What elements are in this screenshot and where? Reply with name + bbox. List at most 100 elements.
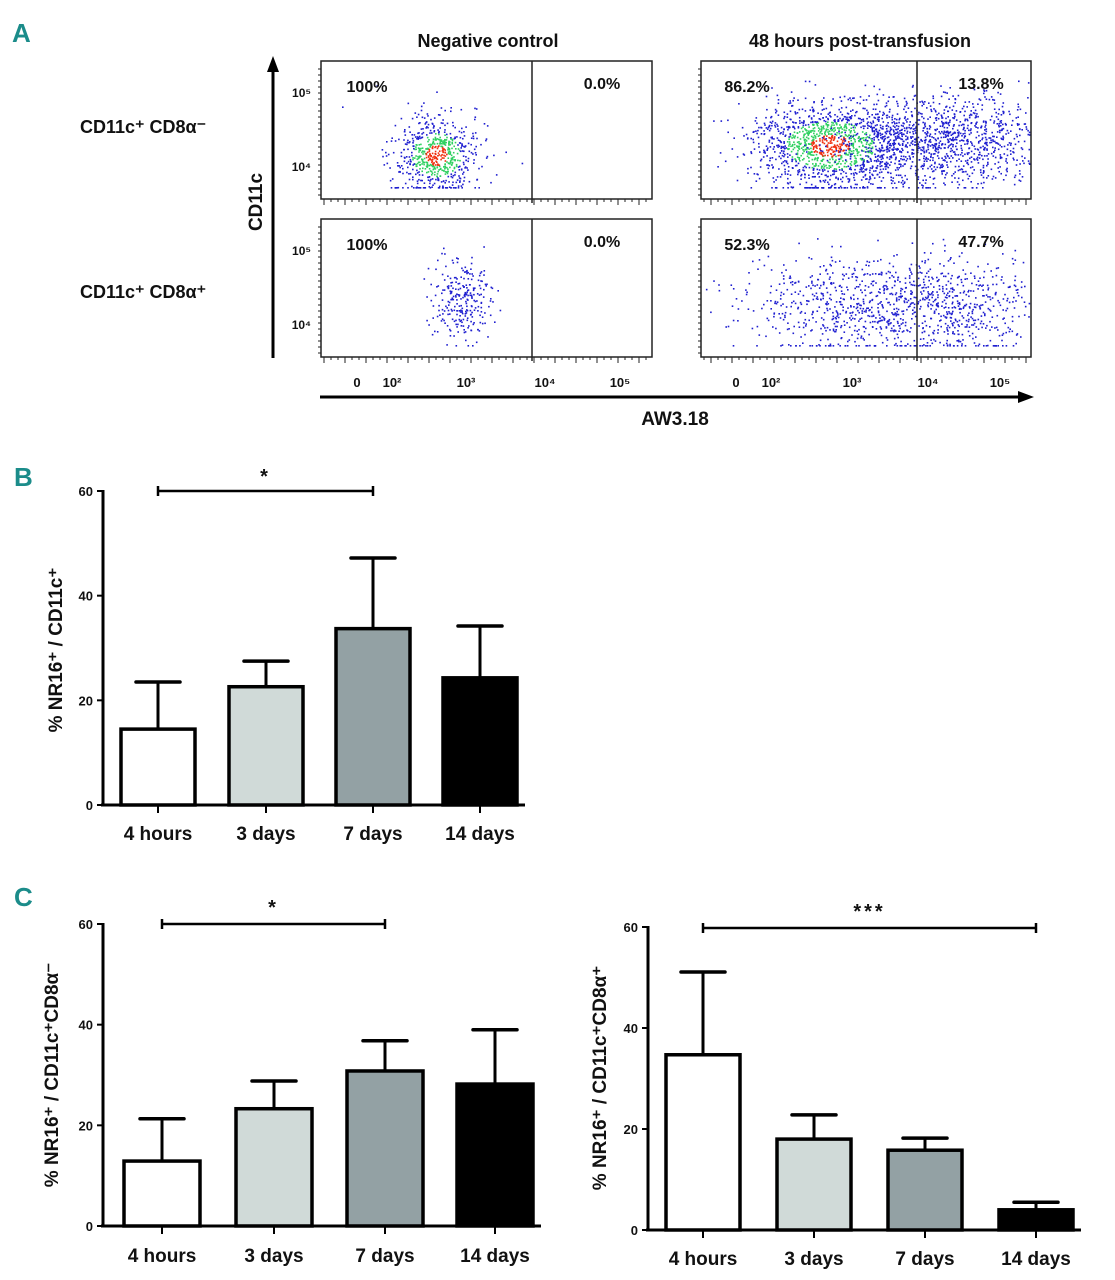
event-dot: [804, 138, 807, 141]
event-dot: [457, 159, 459, 162]
event-dot: [421, 116, 424, 119]
event-dot: [732, 319, 735, 322]
event-dot: [1024, 123, 1027, 125]
event-dot: [991, 326, 993, 328]
event-dot: [807, 143, 810, 145]
event-dot: [443, 165, 446, 168]
event-dot: [398, 170, 401, 173]
event-dot: [954, 307, 957, 309]
event-dot: [452, 298, 455, 301]
event-dot: [837, 119, 840, 121]
event-dot: [976, 131, 979, 133]
event-dot: [881, 133, 884, 136]
event-dot: [937, 329, 939, 331]
event-dot: [426, 171, 428, 174]
event-dot: [819, 140, 821, 142]
event-dot: [878, 176, 881, 178]
event-dot: [451, 142, 454, 145]
event-dot: [789, 154, 791, 156]
event-dot: [999, 125, 1002, 127]
event-dot: [862, 137, 865, 139]
event-dot: [927, 295, 930, 297]
event-dot: [820, 317, 823, 319]
event-dot: [1011, 320, 1014, 323]
event-dot: [828, 187, 831, 189]
event-dot: [913, 311, 916, 314]
event-dot: [934, 187, 937, 189]
event-dot: [796, 153, 799, 156]
event-dot: [832, 345, 835, 347]
event-dot: [845, 310, 848, 313]
event-dot: [860, 170, 863, 172]
event-dot: [882, 111, 885, 114]
event-dot: [963, 126, 965, 129]
event-dot: [964, 143, 966, 145]
event-dot: [966, 127, 969, 130]
event-dot: [793, 136, 796, 139]
event-dot: [894, 153, 896, 156]
event-dot: [952, 157, 954, 159]
event-dot: [902, 183, 904, 186]
event-dot: [971, 332, 974, 335]
event-dot: [782, 152, 785, 154]
event-dot: [439, 139, 441, 141]
event-dot: [989, 329, 991, 331]
event-dot: [921, 104, 923, 107]
event-dot: [819, 128, 821, 130]
event-dot: [965, 170, 967, 173]
event-dot: [892, 276, 895, 278]
event-dot: [977, 142, 980, 144]
event-dot: [854, 134, 857, 137]
event-dot: [447, 287, 450, 290]
event-dot: [889, 271, 891, 274]
event-dot: [860, 317, 863, 320]
event-dot: [940, 272, 942, 275]
event-dot: [386, 141, 388, 143]
event-dot: [459, 311, 462, 313]
event-dot: [418, 132, 420, 134]
panel-letter-b: B: [14, 462, 33, 492]
event-dot: [972, 112, 975, 114]
event-dot: [997, 345, 999, 347]
event-dot: [980, 315, 983, 317]
event-dot: [945, 122, 948, 125]
event-dot: [897, 125, 900, 128]
event-dot: [1003, 153, 1006, 155]
event-dot: [915, 132, 917, 134]
event-dot: [823, 169, 826, 171]
event-dot: [797, 170, 799, 172]
event-dot: [838, 129, 840, 131]
event-dot: [849, 166, 852, 169]
event-dot: [994, 163, 996, 165]
event-dot: [821, 133, 823, 135]
event-dot: [778, 168, 780, 170]
event-dot: [464, 166, 467, 168]
event-dot: [866, 113, 869, 115]
event-dot: [449, 153, 451, 155]
event-dot: [960, 308, 962, 310]
event-dot: [812, 168, 815, 171]
event-dot: [952, 105, 955, 108]
event-dot: [941, 130, 943, 133]
event-dot: [912, 84, 914, 87]
event-dot: [831, 318, 834, 321]
event-dot: [933, 310, 936, 313]
event-dot: [466, 291, 468, 293]
event-dot: [868, 95, 870, 97]
event-dot: [820, 130, 823, 132]
event-dot: [866, 122, 869, 125]
event-dot: [911, 152, 913, 154]
event-dot: [789, 135, 792, 138]
event-dot: [780, 291, 783, 294]
event-dot: [436, 142, 439, 145]
event-dot: [784, 135, 786, 137]
event-dot: [419, 122, 421, 124]
event-dot: [840, 156, 843, 159]
event-dot: [976, 303, 978, 306]
event-dot: [1020, 147, 1023, 149]
event-dot: [915, 139, 917, 141]
event-dot: [434, 168, 437, 170]
event-dot: [817, 238, 819, 240]
event-dot: [852, 147, 855, 149]
event-dot: [937, 148, 939, 151]
